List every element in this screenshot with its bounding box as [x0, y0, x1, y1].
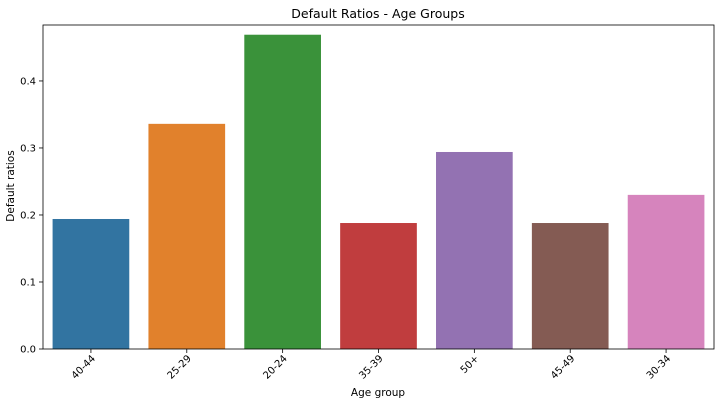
x-tick-label: 30-34 [645, 353, 673, 381]
x-tick-label: 35-39 [357, 353, 385, 381]
bar-45-49 [531, 223, 609, 349]
bar-40-44 [52, 218, 130, 349]
bar-35-39 [340, 223, 417, 349]
y-tick-label: 0.4 [20, 76, 36, 87]
bar-20-24 [244, 34, 321, 350]
y-tick-label: 0.1 [20, 277, 36, 288]
x-axis-ticks: 40-44 25-29 20-24 35-39 50+ 45-49 30-34 [70, 349, 673, 382]
chart-title: Default Ratios - Age Groups [291, 6, 464, 21]
y-tick-label: 0.3 [20, 143, 36, 154]
bars-group [52, 34, 705, 350]
bar-30-34 [627, 194, 705, 349]
x-tick-label: 20-24 [261, 353, 289, 381]
bar-25-29 [148, 123, 226, 349]
y-tick-label: 0.0 [20, 345, 36, 356]
y-tick-label: 0.2 [20, 210, 36, 221]
plot-frame [42, 24, 715, 350]
x-tick-label: 40-44 [70, 353, 98, 381]
x-tick-label: 25-29 [166, 353, 194, 381]
y-axis-label: Default ratios [5, 150, 17, 221]
x-axis-label: Age group [351, 387, 405, 399]
bar-50+ [436, 151, 513, 349]
x-tick-label: 50+ [459, 353, 482, 376]
y-axis-ticks: 0.0 0.1 0.2 0.3 0.4 [20, 76, 43, 356]
x-tick-label: 45-49 [549, 353, 577, 381]
